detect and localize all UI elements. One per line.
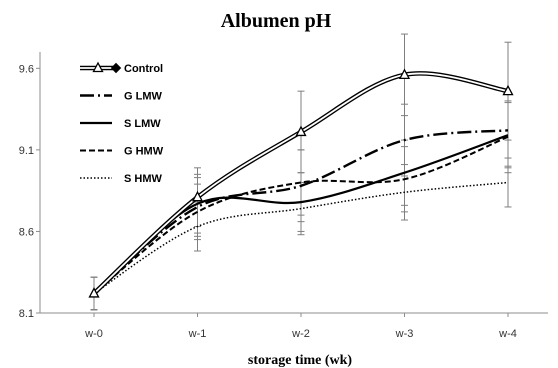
data-point-control [191,190,204,202]
legend-item-s-hmw: S HMW [80,173,163,185]
y-tick-label: 8.1 [19,308,34,320]
x-tick-label: w-0 [84,328,103,340]
data-point-control [502,84,514,96]
data-point-control [295,125,307,137]
x-axis-title: storage time (wk) [248,353,353,368]
x-tick-label: w-3 [395,328,414,340]
legend: Control G LMW S LMW G HMW S HMW [80,61,164,185]
legend-label: S HMW [124,173,163,185]
legend-item-g-lmw: G LMW [80,91,162,103]
legend-label: S LMW [124,118,161,130]
legend-item-s-lmw: S LMW [80,118,161,130]
series-line-s-hmw [93,181,509,295]
y-tick-label: 8.6 [19,226,34,238]
series-line-g-lmw [93,129,509,295]
legend-label: G HMW [124,146,164,158]
legend-item-g-hmw: G HMW [80,146,164,158]
legend-label: G LMW [124,91,162,103]
data-series [88,68,514,298]
x-tick-label: w-1 [188,328,207,340]
y-tick-label: 9.1 [19,145,34,157]
data-point-control [398,68,411,79]
data-point-control [88,287,100,298]
y-tick-label: 9.6 [19,63,34,75]
series-line-g-hmw [93,135,509,295]
x-tick-label: w-4 [498,328,517,340]
legend-item-control: Control [80,61,163,75]
x-tick-label: w-2 [291,328,310,340]
axes: 8.1 8.6 9.1 9.6 w-0 w-1 w-2 w-3 w-4 [19,52,548,340]
chart-title: Albumen pH [221,10,332,32]
legend-label: Control [124,63,163,75]
